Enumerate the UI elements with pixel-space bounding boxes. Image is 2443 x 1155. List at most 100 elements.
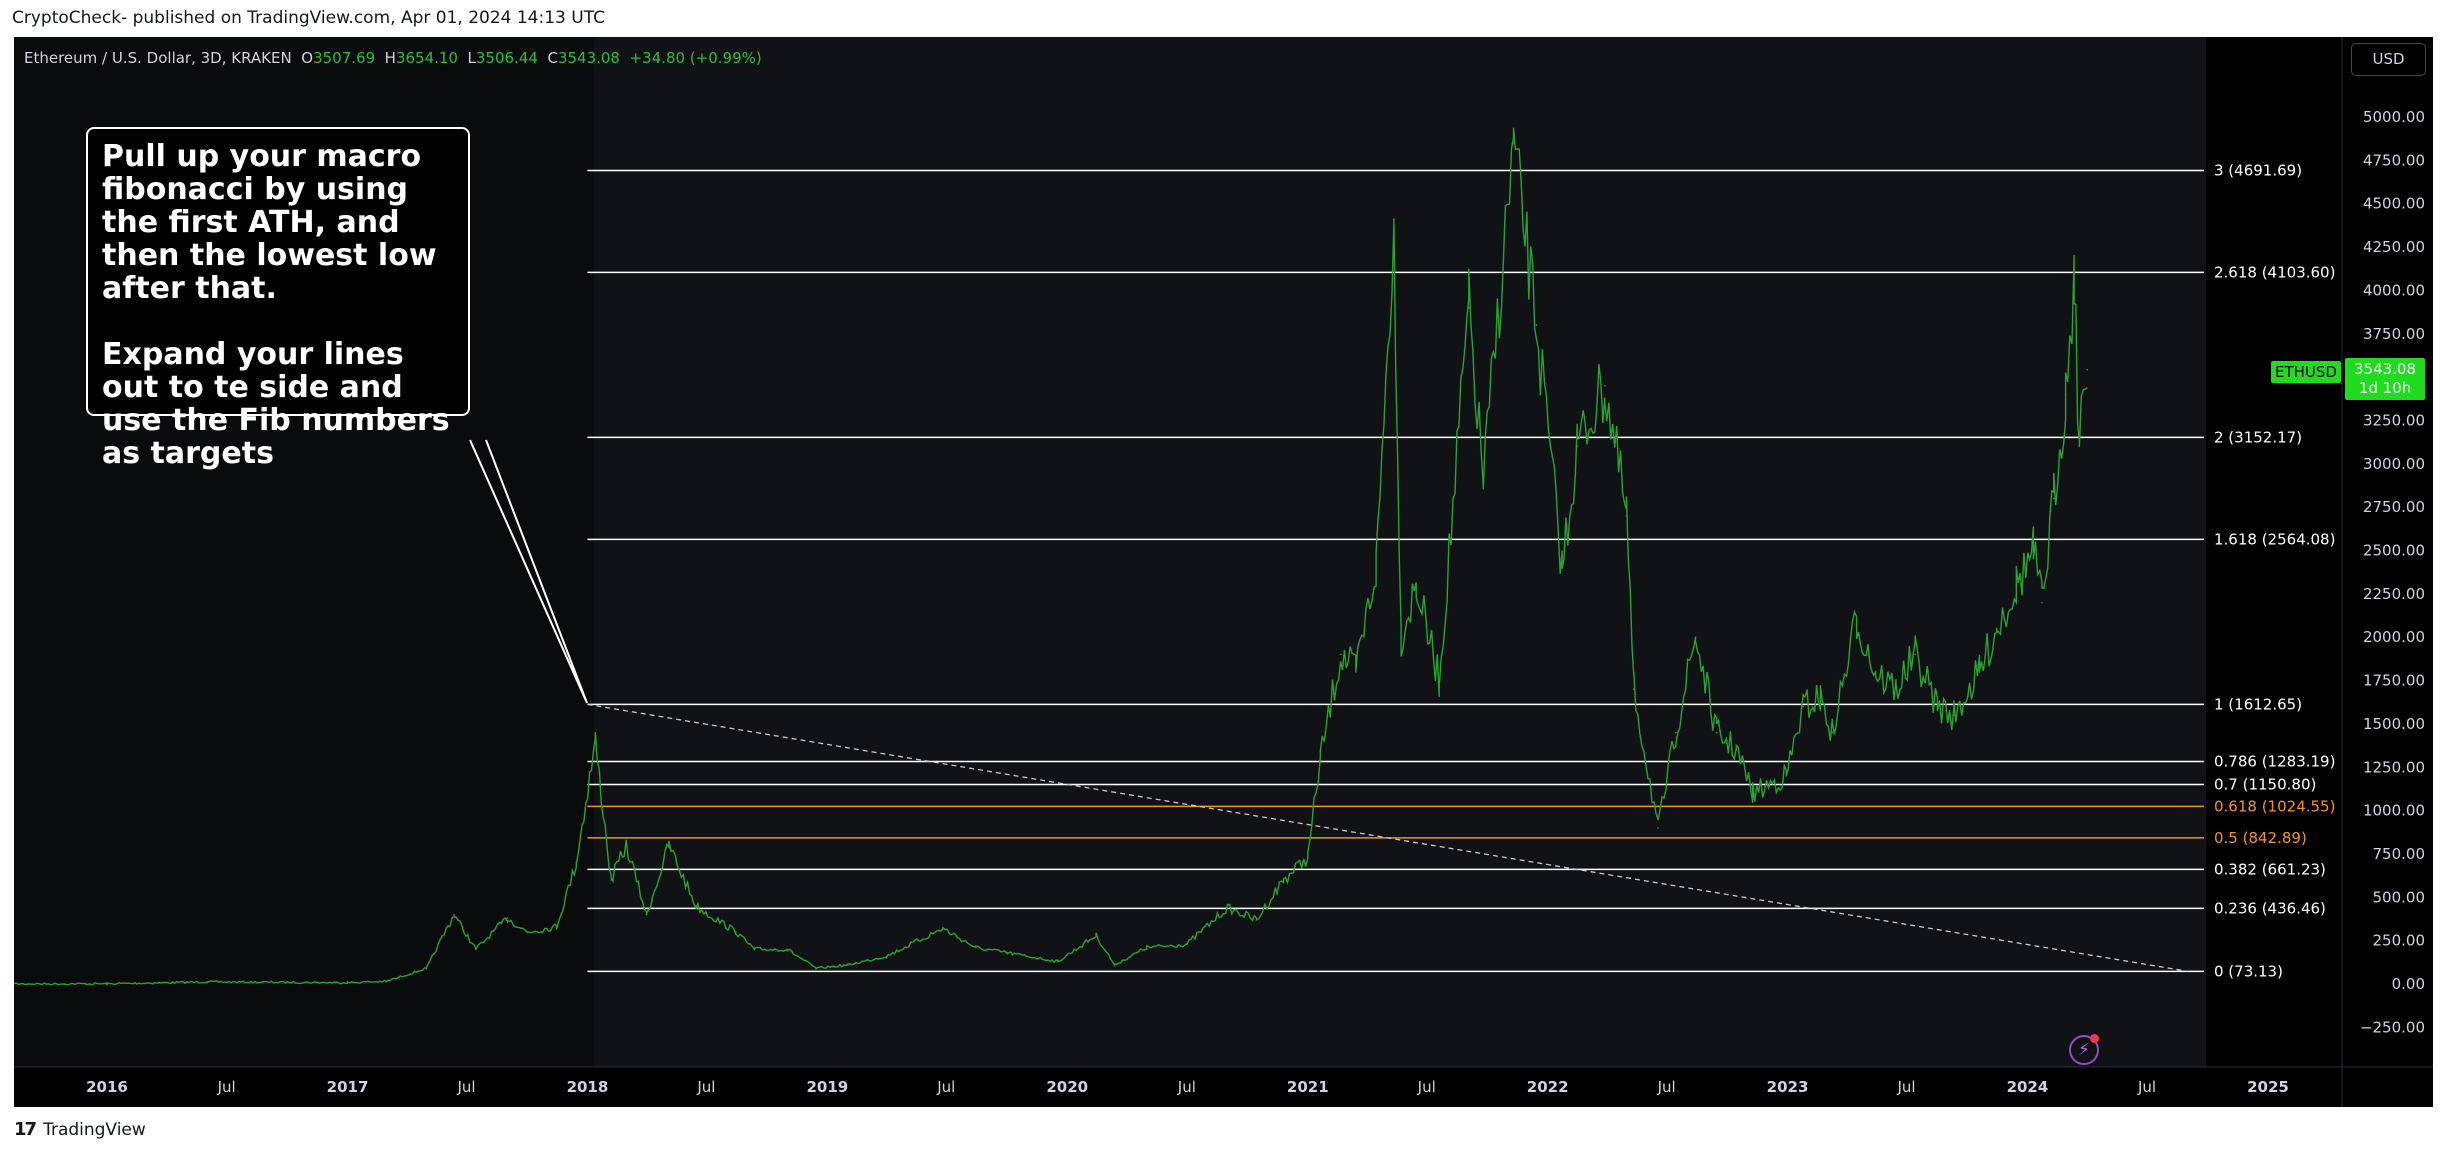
callout-pointer-line [469,439,588,704]
time-tick-label: Jul [1177,1078,1196,1096]
price-point [1953,714,1955,717]
price-chart[interactable]: 0 (73.13) 0.236 (436.46) 0.382 (661.23) 0.5… [14,37,2433,1107]
price-tick-label: 250.00 [2373,932,2426,950]
logo-text: TradingView [43,1119,146,1140]
price-tick-label: 5000.00 [2363,108,2425,126]
price-point [846,964,849,966]
symbol-legend: Ethereum / U.S. Dollar, 3D, KRAKEN O3507… [24,49,762,67]
annotation-paragraph-2: Expand your lines out to te side and use… [102,337,450,471]
price-point [506,917,509,919]
price-point [2078,445,2081,448]
price-point [1995,627,1998,630]
low-value: 3506.44 [475,49,538,67]
price-point [1467,306,1470,309]
high-value: 3654.10 [395,49,458,67]
price-tick-label: 2000.00 [2363,628,2425,646]
price-tick-label: 4500.00 [2363,195,2425,213]
price-point [1831,731,1834,734]
last-price-tag: 3543.08 1d 10h [2345,358,2425,400]
price-tick-label: 3750.00 [2363,325,2425,343]
price-point [106,983,108,985]
time-tick-label: Jul [1657,1078,1676,1096]
change-value: +34.80 (+0.99%) [629,49,762,67]
price-point [645,913,648,916]
price-point [1415,584,1418,586]
price-point [815,967,817,970]
price-point [1936,705,1939,708]
price-tick-label: 3000.00 [2363,455,2425,473]
price-point [1855,619,1858,621]
price-point [668,844,670,847]
price-point [1482,480,1485,482]
fib-level-label: 0.236 (436.46) [2214,899,2326,917]
price-point [474,948,477,951]
trend-line[interactable] [587,703,2188,972]
price-point [942,927,944,930]
price-point [695,905,697,907]
price-point [2041,601,2043,604]
last-price-value: 3543.08 [2353,360,2417,378]
time-tick-label: 2020 [1046,1078,1088,1096]
price-point [1785,775,1788,777]
fib-level-label: 0.7 (1150.80) [2214,775,2316,793]
price-point [526,931,528,933]
time-axis[interactable]: 2016 Jul 2017 Jul 2018 Jul 2019 Jul 2020 Jul 2021 J… [86,1078,2289,1096]
price-point [1339,653,1342,656]
price-point [735,931,737,933]
currency-button[interactable]: USD [2351,43,2426,76]
bar-countdown: 1d 10h [2358,379,2412,397]
fib-level-label: 0.5 (842.89) [2214,829,2307,847]
fib-level-label: 1.618 (2564.08) [2214,530,2335,548]
annotation-paragraph-1: Pull up your macro fibonacci by using th… [102,139,437,306]
open-label: O [301,49,314,67]
fib-level-label: 0 (73.13) [2214,962,2283,980]
price-point [1400,636,1402,638]
fib-level-label: 1 (1612.65) [2214,695,2302,713]
logo-mark: 17 [14,1119,37,1140]
time-tick-label: Jul [936,1078,955,1096]
price-series [14,127,2089,986]
annotation-callout[interactable]: Pull up your macro fibonacci by using th… [86,127,470,470]
publish-caption: CryptoCheck- published on TradingView.co… [12,8,605,28]
price-point [1561,567,1563,569]
trend-line-segment[interactable] [587,703,2188,972]
high-label: H [384,49,396,67]
price-point [1375,567,1377,569]
price-tick-label: 750.00 [2373,845,2426,863]
lightning-icon[interactable]: ⚡ [2069,1035,2099,1065]
time-tick-label: 2022 [1527,1078,1569,1096]
fib-level-label: 0.786 (1283.19) [2214,752,2335,770]
chart-panel[interactable]: 0 (73.13) 0.236 (436.46) 0.382 (661.23) 0.5… [14,37,2433,1107]
price-point [625,844,628,847]
price-line [14,127,2088,986]
price-point [1675,731,1677,734]
symbol-title[interactable]: Ethereum / U.S. Dollar, 3D, KRAKEN [24,49,292,67]
price-point [2073,273,2075,276]
price-point [206,981,208,983]
price-point [346,981,349,984]
fibonacci-retracement[interactable]: 0 (73.13) 0.236 (436.46) 0.382 (661.23) 0.5… [587,161,2335,980]
price-point [1895,688,1897,691]
price-point [1113,964,1116,966]
price-tick-label: 2250.00 [2363,585,2425,603]
price-point [1625,515,1628,517]
price-point [555,925,558,928]
time-tick-label: 2018 [567,1078,609,1096]
time-tick-label: 2025 [2247,1078,2289,1096]
price-point [2086,368,2089,371]
price-point [2064,393,2067,396]
price-point [1282,879,1285,881]
price-point [425,967,428,970]
time-tick-label: Jul [1417,1078,1436,1096]
price-point [1145,946,1148,949]
price-axis[interactable]: 5000.00 4750.00 4500.00 4250.00 4000.00 3750.… [2360,108,2425,1036]
price-tick-label: 1000.00 [2363,802,2425,820]
price-point [610,879,612,881]
fib-level-label: 2.618 (4103.60) [2214,263,2335,281]
time-tick-label: 2021 [1287,1078,1329,1096]
time-tick-label: Jul [217,1078,236,1096]
price-point [575,861,578,864]
time-tick-label: 2019 [806,1078,848,1096]
fib-level-label: 0.382 (661.23) [2214,860,2326,878]
price-point [1576,445,1579,448]
